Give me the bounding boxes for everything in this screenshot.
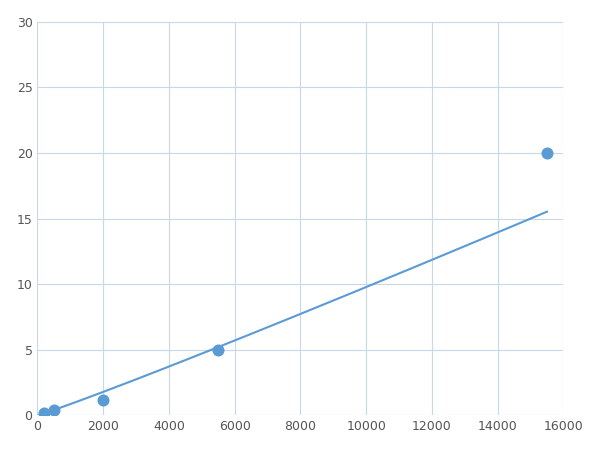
Point — [39, 409, 49, 416]
Point — [542, 149, 552, 157]
Point — [98, 396, 108, 403]
Point — [214, 346, 223, 353]
Point — [49, 407, 59, 414]
